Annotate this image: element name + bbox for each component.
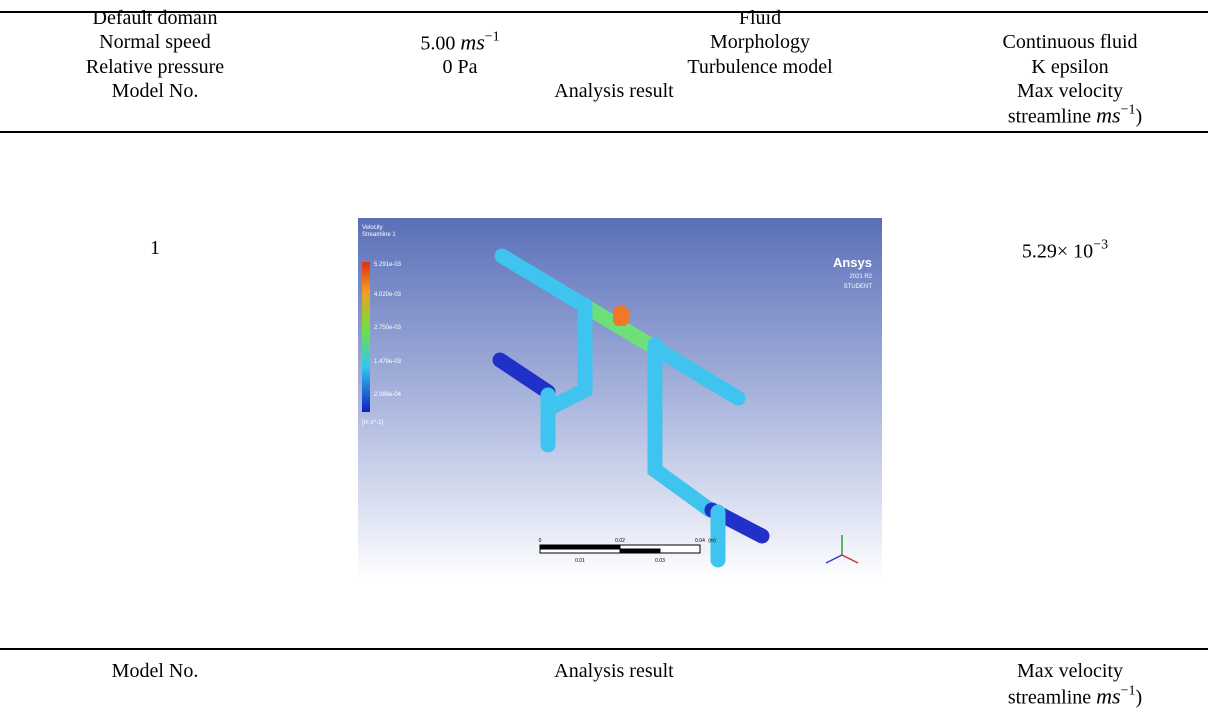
column-header: Analysis result <box>554 81 673 101</box>
number: 5.00 <box>420 33 455 55</box>
column-header: Max velocity <box>1017 661 1123 681</box>
value: 5.00 ms−1 <box>420 31 499 54</box>
scale-label: 0.03 <box>655 558 665 564</box>
legend-subtitle: Streamline 1 <box>362 232 396 238</box>
edition: STUDENT <box>844 284 873 290</box>
legend-title: Velocity <box>362 225 383 231</box>
text: ) <box>1136 106 1143 128</box>
unit: ms <box>1096 103 1120 128</box>
cell: 5.29× 10−3 <box>1022 239 1108 262</box>
value: K epsilon <box>1031 57 1108 77</box>
column-header: Model No. <box>112 661 199 681</box>
value: Continuous fluid <box>1002 32 1137 52</box>
outlet <box>613 306 629 326</box>
label: Morphology <box>710 32 810 52</box>
scale-label: 0.04 <box>695 538 705 544</box>
scale-label: (m) <box>708 538 716 544</box>
text: streamline <box>1008 106 1091 128</box>
legend-tick: 2.750e-03 <box>374 325 402 331</box>
legend-tick: 5.291e-03 <box>374 262 402 268</box>
label: Default domain <box>93 8 218 28</box>
legend-tick: 2.086e-04 <box>374 392 402 398</box>
unit: ms <box>1096 684 1120 709</box>
legend-unit: [m s^-1] <box>362 420 383 426</box>
legend-bar <box>362 262 370 412</box>
exponent: −1 <box>1121 103 1136 118</box>
label: Normal speed <box>99 32 211 52</box>
label: Relative pressure <box>86 57 224 77</box>
value: Fluid <box>739 8 781 28</box>
column-header: streamline ms−1) <box>1008 685 1142 708</box>
scale-label: 0.01 <box>575 558 585 564</box>
scale-label: 0.02 <box>615 538 625 544</box>
scale-label: 0 <box>539 538 542 544</box>
legend-tick: 4.020e-03 <box>374 292 402 298</box>
page: Default domain Fluid Normal speed 5.00 m… <box>0 0 1208 715</box>
exponent: −1 <box>485 30 500 45</box>
column-header: Model No. <box>112 81 199 101</box>
exponent: −1 <box>1121 684 1136 699</box>
column-header: streamline ms−1) <box>1008 104 1142 127</box>
mantissa: 5.29× 10 <box>1022 241 1093 263</box>
text: streamline <box>1008 687 1091 709</box>
text: ) <box>1136 687 1143 709</box>
unit: ms <box>460 30 484 55</box>
rule <box>0 648 1208 650</box>
legend-tick: 1.479e-03 <box>374 359 402 365</box>
column-header: Analysis result <box>554 661 673 681</box>
background <box>358 218 882 580</box>
column-header: Max velocity <box>1017 81 1123 101</box>
label: Turbulence model <box>687 57 832 77</box>
exponent: −3 <box>1093 238 1108 253</box>
rule <box>0 131 1208 133</box>
value: 0 Pa <box>443 57 478 77</box>
cell: 1 <box>150 238 160 258</box>
brand: Ansys <box>833 255 872 270</box>
version: 2021 R2 <box>849 274 872 280</box>
scale-bar <box>540 545 700 553</box>
